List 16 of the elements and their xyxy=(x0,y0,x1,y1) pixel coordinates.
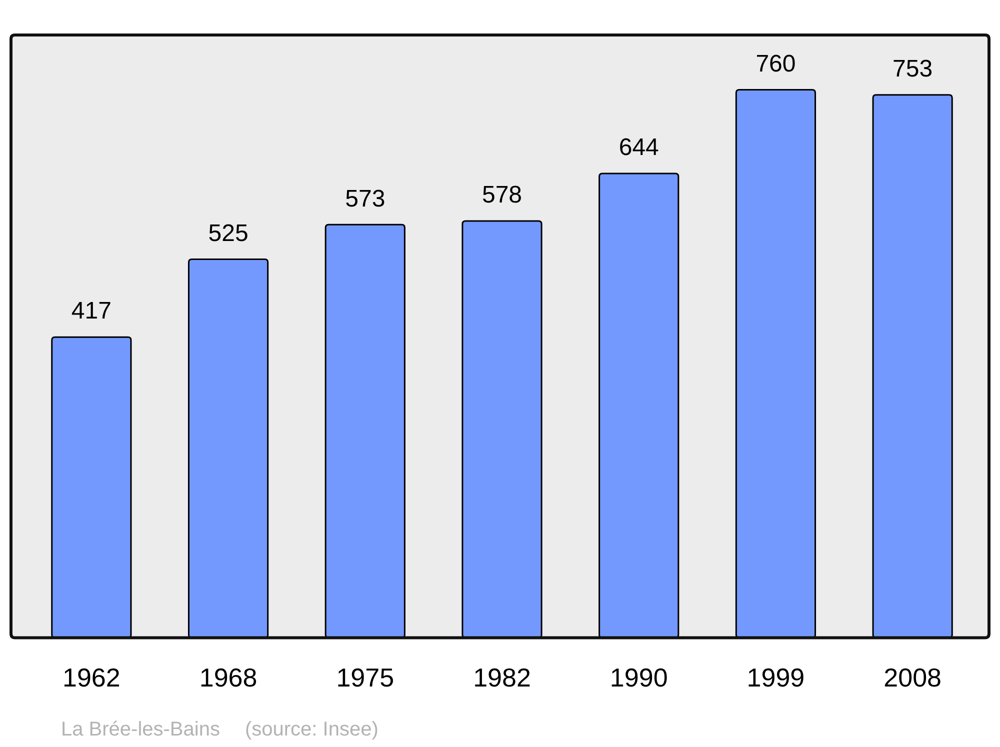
text: (source: Insee) xyxy=(244,718,378,741)
data-label: 760 xyxy=(756,50,796,78)
x-tick-label: 1999 xyxy=(746,662,805,693)
data-label: 753 xyxy=(892,55,933,82)
x-tick-label: 1990 xyxy=(610,662,668,693)
x-tick-label: 1982 xyxy=(473,662,531,693)
x-tick-label: 2008 xyxy=(884,662,942,693)
data-label: 525 xyxy=(208,220,248,247)
x-tick-label: 1975 xyxy=(336,662,394,693)
x-tick-label: 1968 xyxy=(199,662,258,693)
x-tick-label: 1962 xyxy=(62,662,120,693)
data-label: 573 xyxy=(345,185,386,212)
data-label: 578 xyxy=(482,182,522,209)
data-label: 417 xyxy=(71,298,112,325)
text: La Brée-les-Bains xyxy=(61,718,220,741)
data-label: 644 xyxy=(618,134,659,162)
